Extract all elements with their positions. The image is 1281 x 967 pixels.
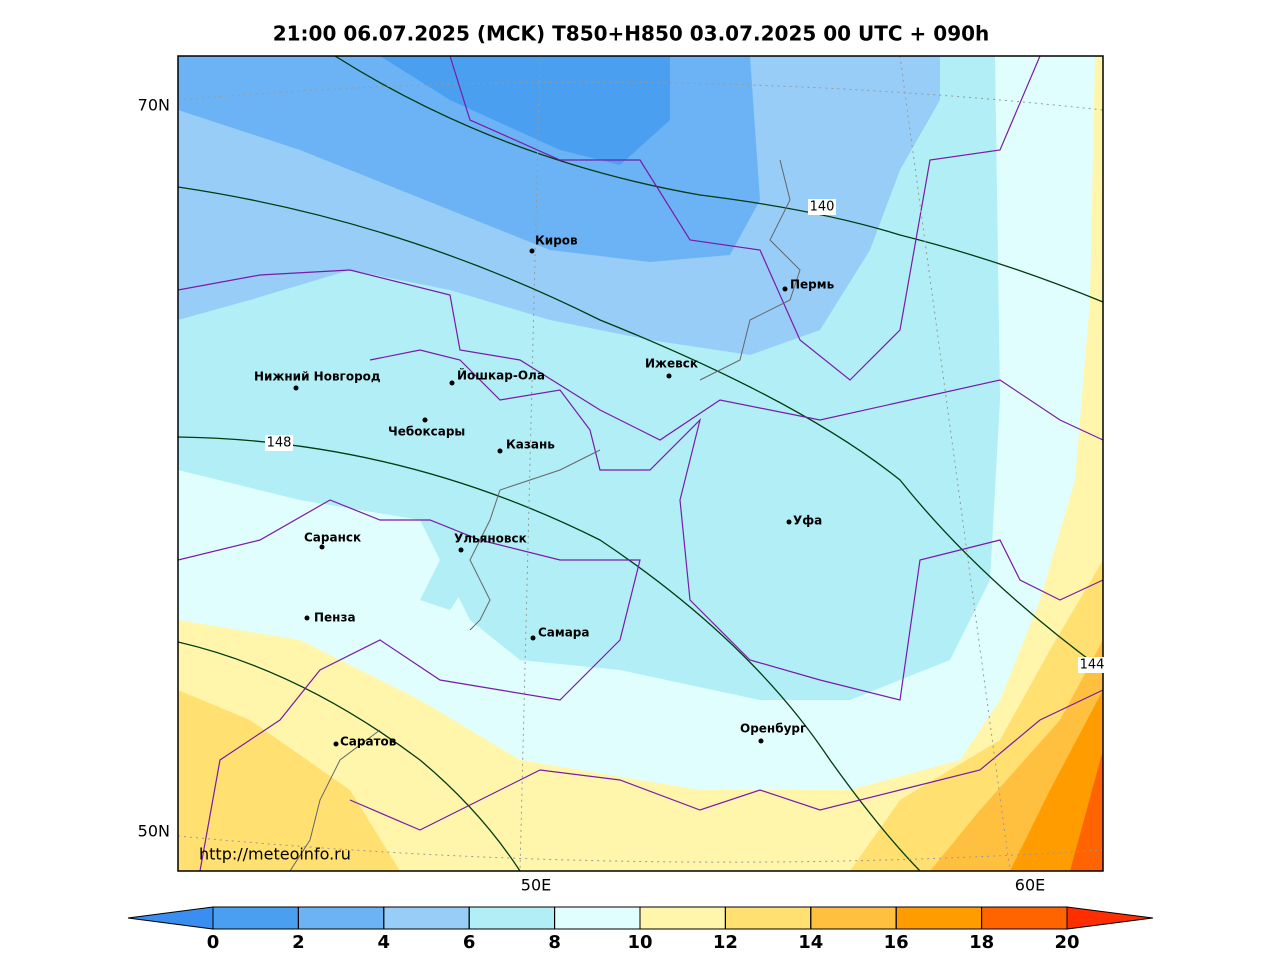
city-dot <box>422 417 428 423</box>
city-dot <box>666 373 672 379</box>
city-dot <box>529 248 535 254</box>
colorbar-segment <box>468 906 556 930</box>
city-label: Саранск <box>304 531 361 545</box>
city-dot <box>458 547 464 553</box>
city-dot <box>333 741 339 747</box>
contour-label: 144 <box>1080 658 1105 673</box>
city-dot <box>293 385 299 391</box>
colorbar-tick-label: 8 <box>548 932 561 953</box>
lon-label: 60E <box>1015 876 1045 895</box>
city-label: Пенза <box>314 611 356 625</box>
credit: http://meteoinfo.ru <box>199 845 351 864</box>
colorbar-segment <box>554 906 641 930</box>
colorbar-tick-label: 10 <box>627 932 652 953</box>
colorbar-tick-label: 16 <box>884 932 909 953</box>
city-dot <box>782 286 788 292</box>
contour-label: 148 <box>267 436 292 451</box>
lat-label: 50N <box>138 822 170 841</box>
colorbar-tick-label: 12 <box>713 932 738 953</box>
map-frame <box>177 55 1104 872</box>
city-label: Чебоксары <box>388 425 465 439</box>
contour-label-bg <box>808 199 836 215</box>
city-label: Уфа <box>793 514 822 528</box>
contour-label: 140 <box>810 200 835 215</box>
colorbar-segment <box>297 906 385 930</box>
city-label: Саратов <box>340 735 397 749</box>
colorbar-segment <box>383 906 470 930</box>
colorbar-tick-label: 2 <box>292 932 305 953</box>
city-dot <box>758 738 764 744</box>
colorbar-tick-label: 20 <box>1054 932 1079 953</box>
colorbar-tick-label: 4 <box>378 932 391 953</box>
colorbar-segment <box>639 906 726 930</box>
colorbar-under <box>127 906 214 930</box>
map-fill <box>178 56 1103 871</box>
city-label: Ижевск <box>645 357 698 371</box>
colorbar-segment <box>724 906 812 930</box>
city-dot <box>786 519 792 525</box>
city-dot <box>304 615 310 621</box>
colorbar-segment <box>810 906 897 930</box>
colorbar-tick-label: 18 <box>969 932 994 953</box>
colorbar-segment <box>981 906 1068 930</box>
city-dot <box>530 635 536 641</box>
colorbar-tick-label: 14 <box>798 932 823 953</box>
city-label: Йошкар-Ола <box>457 368 545 383</box>
city-dot <box>497 448 503 454</box>
city-label: Самара <box>538 626 590 640</box>
city-dot <box>449 380 455 386</box>
city-label: Киров <box>535 234 578 248</box>
city-dot <box>319 544 325 550</box>
lon-label: 50E <box>521 876 551 895</box>
title: 21:00 06.07.2025 (MCK) T850+H850 03.07.2… <box>273 22 990 46</box>
colorbar-tick-label: 0 <box>207 932 220 953</box>
city-label: Нижний Новгород <box>254 370 381 384</box>
contour-label-bg <box>265 435 293 451</box>
contour-label-bg <box>1078 657 1106 673</box>
city-label: Казань <box>506 438 555 452</box>
colorbar-tick-label: 6 <box>463 932 476 953</box>
city-label: Ульяновск <box>454 532 527 546</box>
lat-label: 70N <box>138 96 170 115</box>
city-label: Оренбург <box>740 722 806 736</box>
colorbar-segment <box>212 906 299 930</box>
colorbar-segment <box>895 906 983 930</box>
city-label: Пермь <box>790 278 835 292</box>
colorbar-over <box>1066 906 1154 930</box>
